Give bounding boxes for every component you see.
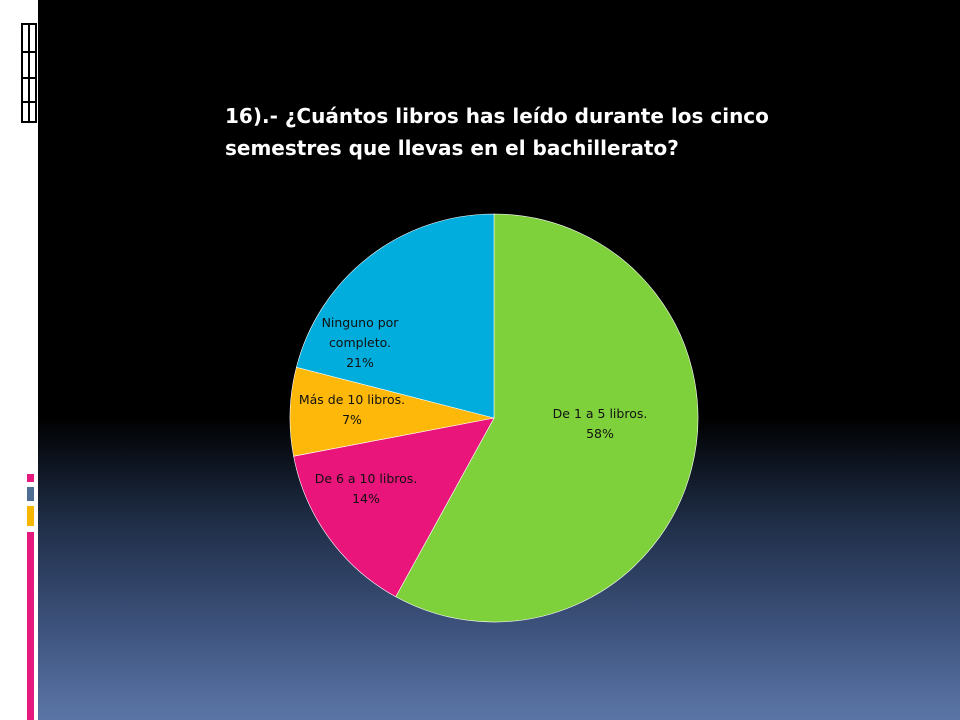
- slice-percent: 14%: [352, 491, 380, 506]
- slice-percent: 58%: [586, 426, 614, 441]
- slice-percent: 21%: [346, 355, 374, 370]
- accent-bar-slate: [27, 487, 34, 501]
- accent-bar-pink-top: [27, 474, 34, 482]
- pie-slice: [296, 213, 495, 419]
- slice-label: De 6 a 10 libros. 14%: [315, 471, 418, 506]
- slice-label-line: Más de 10 libros.: [299, 392, 405, 407]
- document-grid-icon: [21, 23, 37, 123]
- slice-percent: 7%: [342, 412, 362, 427]
- accent-bar-yellow: [27, 506, 34, 526]
- slice-label: Más de 10 libros. 7%: [299, 392, 405, 427]
- slice-label-line: De 6 a 10 libros.: [315, 471, 418, 486]
- slice-label: De 1 a 5 libros. 58%: [553, 406, 648, 441]
- slice-label-line: De 1 a 5 libros.: [553, 406, 648, 421]
- slice-label-line: completo.: [329, 335, 391, 350]
- pie-slice: [395, 213, 699, 623]
- slide-title: 16).- ¿Cuántos libros has leído durante …: [225, 104, 769, 160]
- accent-bar-pink-bottom: [27, 532, 34, 720]
- pie-slice: [293, 417, 495, 598]
- slice-label: Ninguno por completo. 21%: [322, 315, 400, 370]
- slice-label-line: Ninguno por: [322, 315, 400, 330]
